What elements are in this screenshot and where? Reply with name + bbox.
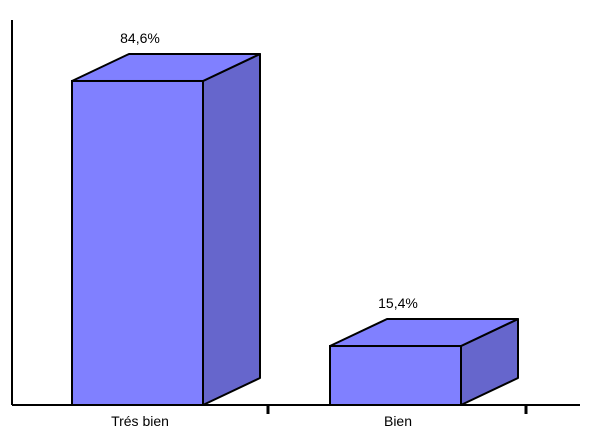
data-label-1: 15,4% (378, 295, 418, 311)
bar-front-0 (71, 79, 204, 407)
bar-0 (71, 52, 261, 407)
data-label-0: 84,6% (120, 30, 160, 46)
category-label-1: Bien (384, 413, 412, 428)
bar-side-0 (202, 52, 261, 406)
category-label-0: Trés bien (111, 413, 169, 428)
labels-group: 84,6% Trés bien 15,4% Bien (111, 30, 418, 428)
bars-group (71, 52, 519, 407)
bar-1 (329, 318, 519, 407)
bar-front-1 (329, 345, 462, 407)
